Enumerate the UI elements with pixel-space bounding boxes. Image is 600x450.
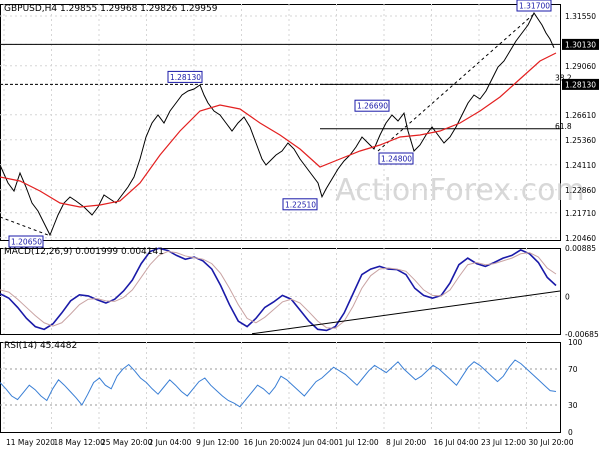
price-tick-label: 1.31550 (565, 12, 596, 21)
x-tick-label: 25 May 20:00 (101, 438, 153, 447)
rsi-tick-label: 70 (568, 365, 578, 374)
x-tick-label: 11 May 2020 (6, 438, 55, 447)
trendline (377, 12, 536, 152)
rsi-line (0, 359, 557, 408)
fib-label: 38.2 (555, 73, 572, 82)
price-line (0, 12, 555, 237)
watermark: ActionForex.com (335, 173, 584, 208)
x-tick-label: 24 Jun 04:00 (291, 438, 339, 447)
macd-tick-label: 0 (565, 292, 570, 301)
macd-panel: 0.00885 0 -0.00685 (0, 244, 599, 339)
x-tick-label: 23 Jul 12:00 (481, 438, 526, 447)
price-panel: 1.31550 1.30130 1.29060 1.28130 1.26610 1.253… (0, 0, 599, 248)
rsi-tick-label: 30 (568, 401, 578, 410)
price-annotation-box (167, 70, 203, 83)
price-tick-label: 1.29060 (565, 62, 596, 71)
price-tick-label: 1.30130 (565, 40, 596, 49)
price-annotation: 1.24800 (381, 155, 412, 164)
price-annotation: 1.28130 (170, 73, 201, 82)
price-tick-label: 1.21710 (565, 209, 596, 218)
panel-frame (0, 248, 561, 335)
x-tick-label: 9 Jun 12:00 (196, 438, 239, 447)
trendline (0, 216, 49, 236)
price-tick-label: 1.24110 (565, 161, 596, 170)
price-label-box (562, 38, 599, 50)
macd-tick-label: -0.00685 (565, 330, 599, 339)
price-tick-label: 1.28130 (565, 80, 596, 89)
panel-frame (0, 4, 561, 241)
x-tick-label: 1 Jul 12:00 (339, 438, 379, 447)
x-tick-label: 2 Jun 04:00 (149, 438, 192, 447)
fib-label: 61.8 (555, 122, 572, 131)
signal-line (0, 251, 557, 329)
price-annotation-box (378, 152, 414, 165)
rsi-title: RSI(14) 45.4482 (4, 341, 77, 351)
price-annotation-box (8, 235, 44, 248)
rsi-tick-label: 100 (568, 338, 583, 347)
price-tick-label: 1.25360 (565, 136, 596, 145)
price-annotation-box (354, 99, 390, 112)
rsi-panel: 100 70 30 0 (0, 338, 583, 437)
macd-title: MACD(12,26,9) 0.001999 0.004141 (4, 247, 164, 257)
macd-trendline (251, 290, 561, 335)
x-tick-label: 30 Jul 20:00 (529, 438, 574, 447)
price-label-box (562, 78, 599, 90)
rsi-tick-label: 0 (568, 428, 573, 437)
x-tick-label: 16 Jul 04:00 (434, 438, 479, 447)
price-tick-label: 1.26610 (565, 111, 596, 120)
price-annotation: 1.26690 (357, 102, 388, 111)
price-annotation-box (516, 0, 552, 12)
price-annotation: 1.31700 (519, 2, 550, 11)
x-tick-label: 16 Jun 20:00 (244, 438, 292, 447)
price-tick-label: 1.22860 (565, 186, 596, 195)
macd-line (0, 247, 557, 332)
macd-tick-label: 0.00885 (565, 244, 596, 253)
x-tick-label: 8 Jul 20:00 (386, 438, 426, 447)
price-annotation: 1.20650 (11, 238, 42, 247)
panel-frame (0, 342, 561, 433)
price-tick-label: 1.20460 (565, 234, 596, 243)
moving-average-line (0, 52, 557, 208)
price-annotation: 1.22510 (285, 200, 316, 209)
x-tick-label: 18 May 12:00 (54, 438, 106, 447)
price-annotation-box (282, 198, 318, 211)
price-title: GBPUSD,H4 1.29855 1.29968 1.29826 1.2995… (4, 4, 218, 14)
